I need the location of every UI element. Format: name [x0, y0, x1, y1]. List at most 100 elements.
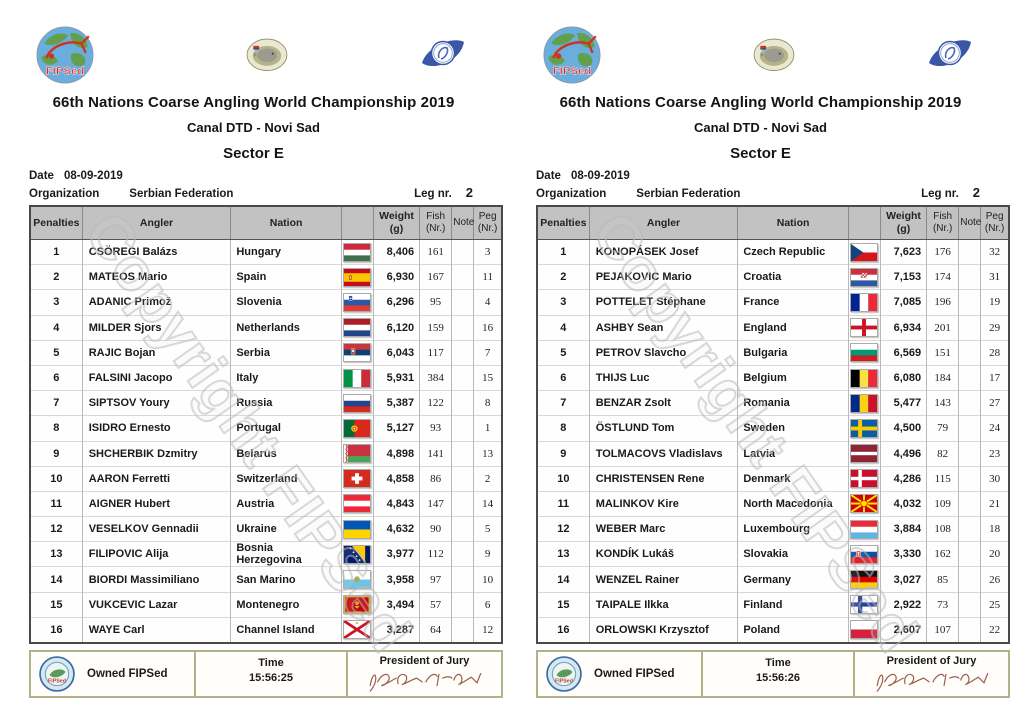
date-line: Date 08-09-2019: [29, 170, 487, 182]
rank-cell: 16: [536, 616, 590, 643]
logo-row: FIPSed: [0, 26, 507, 90]
weight-cell: 5,931: [372, 364, 421, 391]
results-body: 1 CSÖREGI Balázs Hungary 8,406 161 3 2 M…: [29, 238, 503, 643]
fish-count-cell: 201: [926, 314, 960, 341]
footer-time-cell: Time 15:56:25: [196, 652, 348, 696]
peg-cell: 24: [980, 415, 1010, 441]
organization-line: Organization Serbian Federation Leg nr. …: [536, 185, 994, 200]
note-cell: [958, 364, 982, 391]
weight-cell: 6,930: [372, 264, 421, 290]
rank-cell: 10: [536, 465, 590, 492]
flag-cell: [847, 616, 881, 643]
flag-pl-icon: [850, 620, 879, 640]
fish-count-cell: 57: [419, 591, 453, 618]
weight-cell: 4,032: [879, 490, 928, 517]
table-row: 3 ADANIC Primož Slovenia 6,296 95 4: [29, 289, 503, 316]
flag-ro-icon: [850, 393, 879, 413]
table-row: 16 ORLOWSKI Krzysztof Poland 2,607 107 2…: [536, 616, 1010, 643]
flag-cell: [340, 364, 374, 391]
col-header-penalties: Penalties: [536, 205, 590, 240]
nation-cell: Finland: [737, 591, 849, 618]
col-header-peg: Peg (Nr.): [980, 205, 1010, 240]
fish-count-cell: 73: [926, 591, 960, 618]
angler-cell: THIJS Luc: [588, 364, 739, 391]
note-cell: [451, 314, 475, 341]
table-row: 12 WEBER Marc Luxembourg 3,884 108 18: [536, 516, 1010, 542]
nation-cell: Austria: [230, 490, 342, 517]
nation-cell: Montenegro: [230, 591, 342, 618]
meta-block: Date 08-09-2019 Organization Serbian Fede…: [29, 170, 487, 200]
nation-cell: San Marino: [230, 566, 342, 593]
rank-cell: 6: [29, 364, 83, 391]
nation-cell: France: [737, 289, 849, 316]
angler-cell: ORLOWSKI Krzysztof: [588, 616, 739, 643]
flag-hr-icon: [850, 267, 879, 287]
results-table: Penalties Angler Nation Weight (g) Fish (N…: [536, 205, 1010, 644]
flag-nl-icon: [343, 318, 372, 338]
note-cell: [958, 516, 982, 542]
flag-sk-icon: [850, 544, 879, 564]
nation-cell: Ukraine: [230, 516, 342, 542]
weight-cell: 2,607: [879, 616, 928, 643]
peg-cell: 2: [473, 465, 503, 492]
fish-count-cell: 384: [419, 364, 453, 391]
flag-cell: [847, 339, 881, 366]
flag-ru-icon: [343, 393, 372, 413]
flag-cell: [847, 415, 881, 441]
fish-count-cell: 115: [926, 465, 960, 492]
nation-cell: Slovakia: [737, 541, 849, 567]
weight-cell: 4,843: [372, 490, 421, 517]
sector-title: Sector E: [730, 145, 791, 162]
angler-cell: BIORDI Massimiliano: [81, 566, 232, 593]
note-cell: [451, 440, 475, 467]
nation-cell: Czech Republic: [737, 238, 849, 265]
rank-cell: 11: [536, 490, 590, 517]
flag-si-icon: [343, 292, 372, 312]
rank-cell: 1: [536, 238, 590, 265]
flag-fr-icon: [850, 292, 879, 312]
weight-cell: 3,330: [879, 541, 928, 567]
note-cell: [451, 516, 475, 542]
fish-count-cell: 90: [419, 516, 453, 542]
table-row: 10 AARON Ferretti Switzerland 4,858 86 2: [29, 465, 503, 492]
note-cell: [451, 364, 475, 391]
championship-fish-logo: [753, 38, 795, 72]
nation-cell: Portugal: [230, 415, 342, 441]
note-cell: [958, 390, 982, 416]
peg-cell: 6: [473, 591, 503, 618]
flag-cell: [847, 490, 881, 517]
time-label: Time: [258, 657, 284, 669]
date-value: 08-09-2019: [570, 170, 630, 182]
flag-be-icon: [850, 368, 879, 388]
peg-cell: 7: [473, 339, 503, 366]
rank-cell: 15: [536, 591, 590, 618]
flag-cell: [340, 490, 374, 517]
angler-cell: MALINKOV Kire: [588, 490, 739, 517]
peg-cell: 20: [980, 541, 1010, 567]
weight-cell: 4,286: [879, 465, 928, 492]
flag-cell: [847, 314, 881, 341]
note-cell: [451, 465, 475, 492]
flag-bg-icon: [850, 343, 879, 363]
note-cell: [451, 390, 475, 416]
peg-cell: 32: [980, 238, 1010, 265]
flag-cell: [340, 591, 374, 618]
flag-en-icon: [850, 318, 879, 338]
flag-at-icon: [343, 494, 372, 514]
rank-cell: 13: [536, 541, 590, 567]
flag-ua-icon: [343, 519, 372, 539]
flag-cell: [340, 238, 374, 265]
angler-cell: TOLMACOVS Vladislavs: [588, 440, 739, 467]
fish-count-cell: 141: [419, 440, 453, 467]
flag-cell: [340, 314, 374, 341]
col-header-nation: Nation: [737, 205, 849, 240]
date-line: Date 08-09-2019: [536, 170, 994, 182]
angler-cell: WAYE Carl: [81, 616, 232, 643]
flag-rs-icon: [343, 343, 372, 363]
rank-cell: 5: [536, 339, 590, 366]
weight-cell: 7,153: [879, 264, 928, 290]
weight-cell: 3,494: [372, 591, 421, 618]
leg-value: 2: [465, 185, 473, 200]
nation-cell: Poland: [737, 616, 849, 643]
col-header-flag: [847, 205, 881, 240]
